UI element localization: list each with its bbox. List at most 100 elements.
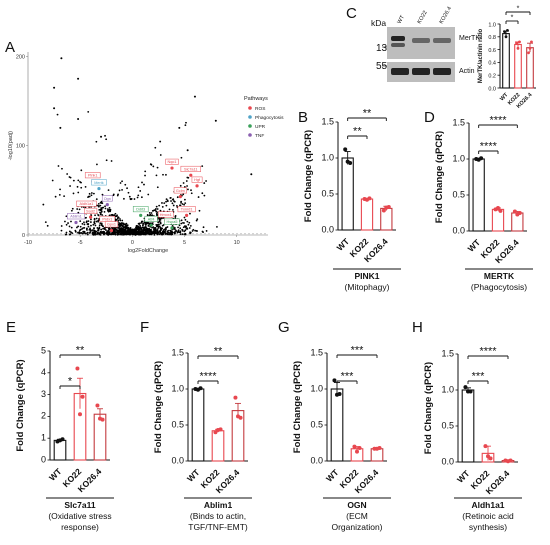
volcano-point bbox=[174, 215, 177, 217]
volcano-gene-label-box bbox=[180, 165, 201, 172]
volcano-point bbox=[87, 225, 90, 228]
volcano-point bbox=[61, 167, 63, 170]
volcano-point bbox=[86, 233, 89, 236]
volcano-point bbox=[85, 221, 88, 224]
volcano-point bbox=[116, 214, 118, 217]
volcano-point bbox=[77, 211, 80, 214]
volcano-point bbox=[157, 225, 160, 228]
volcano-point bbox=[117, 216, 120, 219]
data-point bbox=[496, 205, 500, 210]
volcano-point bbox=[59, 188, 61, 191]
y-tick-label: 1.0 bbox=[441, 384, 454, 394]
volcano-point bbox=[161, 202, 163, 204]
volcano-point bbox=[137, 229, 140, 231]
volcano-point bbox=[90, 224, 92, 227]
volcano-point bbox=[198, 209, 201, 212]
y-axis-label: Fold Change (qPCR) bbox=[303, 130, 314, 222]
volcano-point bbox=[148, 211, 151, 214]
volcano-point bbox=[114, 212, 117, 215]
volcano-outlier-point bbox=[214, 119, 217, 122]
gene-function-line2: Organization) bbox=[331, 522, 382, 532]
volcano-point bbox=[180, 200, 183, 203]
volcano-point bbox=[168, 208, 171, 211]
y-tick-label: 0.5 bbox=[452, 189, 465, 199]
volcano-point bbox=[76, 208, 79, 210]
volcano-point bbox=[147, 193, 150, 196]
volcano-point bbox=[151, 226, 153, 229]
volcano-point bbox=[113, 214, 115, 216]
volcano-point bbox=[76, 185, 79, 188]
volcano-point bbox=[178, 224, 181, 227]
volcano-highlight-point bbox=[185, 213, 189, 217]
gene-function: (Binds to actin, bbox=[190, 511, 246, 521]
volcano-point bbox=[127, 228, 130, 231]
volcano-point bbox=[125, 232, 128, 235]
volcano-point bbox=[183, 203, 186, 206]
blot-band-mertk bbox=[412, 38, 430, 43]
volcano-point bbox=[166, 230, 169, 233]
y-axis-label: Fold Change (qPCR) bbox=[153, 361, 164, 453]
gene-name: PINK1 bbox=[354, 271, 379, 281]
volcano-point bbox=[102, 231, 105, 234]
volcano-point bbox=[165, 198, 168, 201]
volcano-point bbox=[113, 230, 116, 233]
volcano-point bbox=[167, 229, 170, 232]
y-tick-label: 0.0 bbox=[488, 86, 496, 92]
volcano-y-tick-label: 200 bbox=[16, 54, 25, 60]
volcano-point bbox=[124, 225, 127, 228]
volcano-point bbox=[69, 176, 72, 179]
volcano-point bbox=[127, 233, 129, 235]
volcano-point bbox=[149, 163, 152, 166]
gene-function-line2: synthesis) bbox=[469, 522, 507, 532]
volcano-gene-label: Aldh1a1 bbox=[79, 202, 93, 206]
data-point bbox=[504, 35, 508, 39]
volcano-point bbox=[159, 222, 162, 225]
volcano-point bbox=[165, 204, 168, 207]
panel-label-b: B bbox=[298, 109, 308, 126]
volcano-point bbox=[97, 214, 100, 217]
volcano-legend-entry: Phagocytosis bbox=[255, 115, 284, 121]
volcano-point bbox=[188, 221, 191, 224]
data-point bbox=[357, 446, 362, 451]
y-axis-label: MerTK/actinin ratio bbox=[478, 28, 484, 83]
volcano-point bbox=[93, 222, 96, 225]
volcano-point bbox=[190, 192, 193, 195]
volcano-point bbox=[179, 231, 182, 234]
volcano-point bbox=[118, 227, 121, 230]
data-point bbox=[512, 209, 517, 214]
volcano-point bbox=[169, 233, 171, 236]
volcano-point bbox=[154, 146, 157, 149]
bar bbox=[502, 33, 510, 89]
volcano-point bbox=[131, 233, 134, 236]
data-point bbox=[488, 456, 493, 461]
volcano-point bbox=[111, 213, 114, 216]
volcano-point bbox=[93, 229, 96, 232]
volcano-point bbox=[158, 204, 161, 207]
volcano-point bbox=[157, 221, 160, 224]
volcano-point bbox=[97, 202, 100, 205]
volcano-point bbox=[44, 221, 47, 224]
bar bbox=[514, 43, 522, 89]
volcano-point bbox=[180, 222, 183, 225]
volcano-point bbox=[182, 193, 185, 196]
y-tick-label: 1.0 bbox=[310, 383, 323, 393]
volcano-point bbox=[68, 230, 71, 233]
volcano-point bbox=[95, 217, 98, 220]
data-point bbox=[337, 392, 342, 397]
volcano-point bbox=[153, 228, 155, 231]
volcano-point bbox=[108, 214, 111, 217]
volcano-point bbox=[113, 228, 116, 231]
volcano-point bbox=[156, 228, 159, 231]
volcano-point bbox=[111, 233, 114, 235]
volcano-gene-label-box bbox=[165, 158, 179, 165]
volcano-point bbox=[155, 232, 157, 235]
volcano-point bbox=[104, 134, 106, 137]
data-point bbox=[498, 208, 503, 213]
volcano-point bbox=[196, 218, 199, 221]
volcano-outlier-point bbox=[250, 173, 253, 176]
volcano-point bbox=[141, 181, 143, 184]
data-point bbox=[238, 415, 243, 420]
volcano-point bbox=[161, 206, 164, 208]
volcano-x-tick-label: 5 bbox=[183, 240, 186, 246]
volcano-point bbox=[182, 221, 184, 224]
